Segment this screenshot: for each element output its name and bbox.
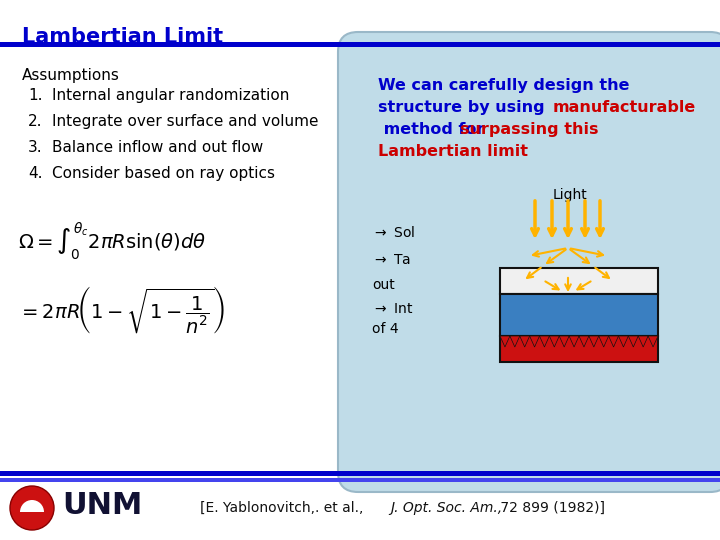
Text: surpassing this: surpassing this xyxy=(460,122,598,137)
Polygon shape xyxy=(589,336,599,347)
Text: method for: method for xyxy=(378,122,490,137)
FancyBboxPatch shape xyxy=(338,32,720,492)
Polygon shape xyxy=(618,336,629,347)
Text: structure by using: structure by using xyxy=(378,100,550,115)
Bar xyxy=(0,471,720,476)
Polygon shape xyxy=(510,336,520,347)
Bar xyxy=(500,294,658,336)
Text: of 4: of 4 xyxy=(372,322,399,336)
Text: $\rightarrow$ Sol: $\rightarrow$ Sol xyxy=(372,225,415,240)
Text: J. Opt. Soc. Am.,: J. Opt. Soc. Am., xyxy=(390,501,502,515)
Polygon shape xyxy=(608,336,618,347)
Circle shape xyxy=(10,486,54,530)
Bar xyxy=(500,268,658,294)
Text: 3.: 3. xyxy=(28,140,42,155)
Text: UNM: UNM xyxy=(62,490,143,519)
Polygon shape xyxy=(530,336,539,347)
Bar xyxy=(0,478,720,482)
Text: $\rightarrow$ Ta: $\rightarrow$ Ta xyxy=(372,253,411,267)
Text: Lambertian limit: Lambertian limit xyxy=(378,144,528,159)
Text: We can carefully design the: We can carefully design the xyxy=(378,78,629,93)
Polygon shape xyxy=(569,336,579,347)
Polygon shape xyxy=(648,336,658,347)
Text: Assumptions: Assumptions xyxy=(22,68,120,83)
Text: Light: Light xyxy=(553,188,588,202)
Text: $= 2\pi R\!\left(1 - \sqrt{1 - \dfrac{1}{n^2}}\right)$: $= 2\pi R\!\left(1 - \sqrt{1 - \dfrac{1}… xyxy=(18,285,225,336)
Text: Balance inflow and out flow: Balance inflow and out flow xyxy=(52,140,264,155)
Polygon shape xyxy=(539,336,549,347)
Text: 2.: 2. xyxy=(28,114,42,129)
Text: 1.: 1. xyxy=(28,88,42,103)
Polygon shape xyxy=(629,336,638,347)
Wedge shape xyxy=(20,500,44,512)
Text: Lambertian Limit: Lambertian Limit xyxy=(22,27,223,47)
Polygon shape xyxy=(579,336,589,347)
Polygon shape xyxy=(599,336,608,347)
Bar xyxy=(0,42,720,47)
Bar xyxy=(500,336,658,362)
Text: Internal angular randomization: Internal angular randomization xyxy=(52,88,289,103)
Text: Integrate over surface and volume: Integrate over surface and volume xyxy=(52,114,318,129)
Text: 72 899 (1982)]: 72 899 (1982)] xyxy=(496,501,605,515)
Polygon shape xyxy=(559,336,569,347)
Text: manufacturable: manufacturable xyxy=(553,100,696,115)
Text: $\rightarrow$ Int: $\rightarrow$ Int xyxy=(372,302,413,316)
Polygon shape xyxy=(520,336,530,347)
Text: out: out xyxy=(372,278,395,292)
Polygon shape xyxy=(638,336,648,347)
Polygon shape xyxy=(549,336,559,347)
Text: Consider based on ray optics: Consider based on ray optics xyxy=(52,166,275,181)
Text: $\Omega = \int_0^{\theta_c} 2\pi R\mathrm{sin}(\theta)d\theta$: $\Omega = \int_0^{\theta_c} 2\pi R\mathr… xyxy=(18,220,207,261)
Polygon shape xyxy=(500,336,510,347)
Text: [E. Yablonovitch,. et al.,: [E. Yablonovitch,. et al., xyxy=(200,501,368,515)
Text: 4.: 4. xyxy=(28,166,42,181)
